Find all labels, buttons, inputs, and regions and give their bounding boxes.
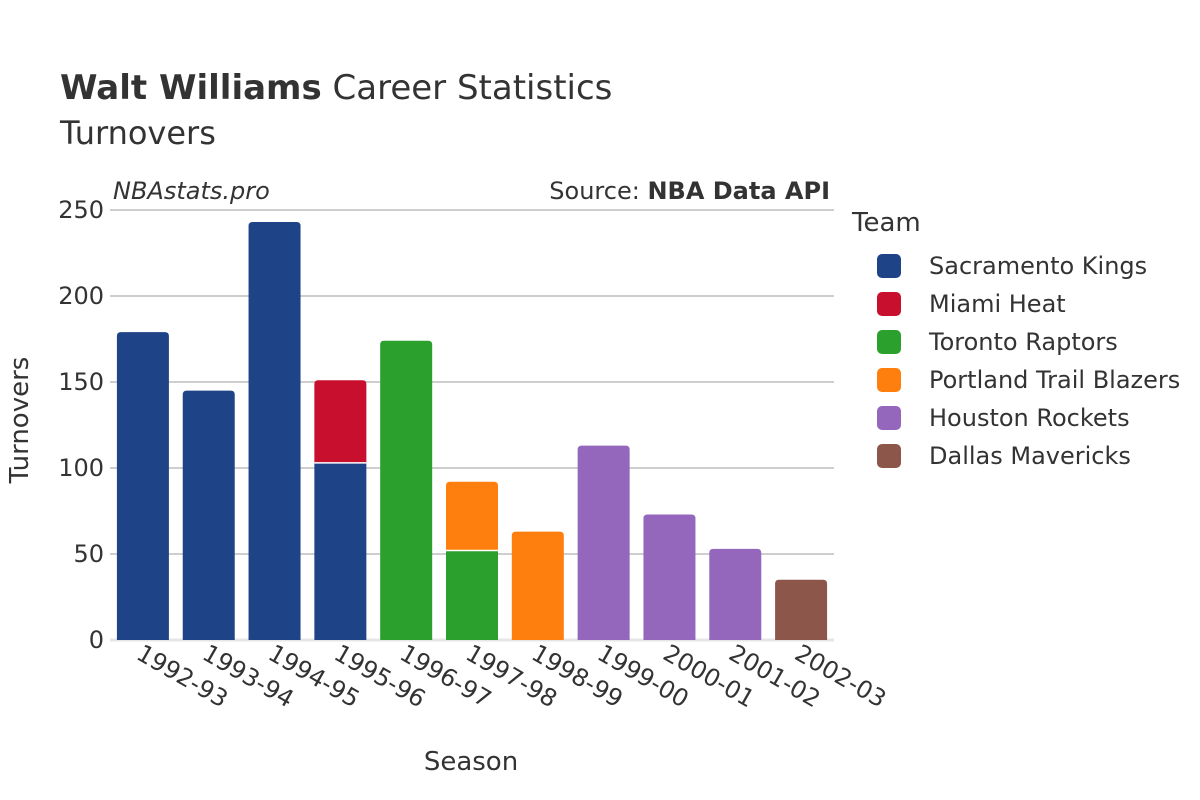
legend-label: Miami Heat <box>929 290 1066 318</box>
x-axis-label: Season <box>424 747 518 777</box>
legend-swatch <box>877 406 901 430</box>
legend-swatch <box>877 254 901 278</box>
bar-1995-96-sacramento-kings <box>314 462 367 640</box>
legend-item-toronto-raptors[interactable]: Toronto Raptors <box>877 323 1180 361</box>
legend-item-portland-trail-blazers[interactable]: Portland Trail Blazers <box>877 361 1180 399</box>
legend-swatch <box>877 368 901 392</box>
y-tick-label: 250 <box>58 196 104 224</box>
bar-1992-93-sacramento-kings <box>116 332 169 640</box>
source-name: NBA Data API <box>647 177 830 205</box>
bar-2002-03-dallas-mavericks <box>775 579 828 640</box>
bar-1994-95-sacramento-kings <box>248 222 301 641</box>
y-axis-ticks: 0 50 100 150 200 250 <box>58 196 104 654</box>
source-prefix: Source: <box>549 177 640 205</box>
bar-2000-01-houston-rockets <box>643 514 696 640</box>
legend-label: Portland Trail Blazers <box>929 366 1181 394</box>
legend: Team Sacramento Kings Miami Heat Toronto R… <box>852 208 1180 475</box>
chart-title-player: Walt Williams <box>60 68 322 108</box>
legend-swatch <box>877 444 901 468</box>
chart-title-rest: Career Statistics <box>332 68 613 108</box>
source-credit: Source: NBA Data API <box>549 177 830 205</box>
bar-1997-98-portland-trail-blazers <box>446 481 498 551</box>
legend-swatch <box>877 292 901 316</box>
legend-items: Sacramento Kings Miami Heat Toronto Raptor… <box>852 247 1180 475</box>
bar-1997-98-toronto-raptors <box>446 550 498 640</box>
bar-1999-00-houston-rockets <box>577 445 630 640</box>
legend-item-houston-rockets[interactable]: Houston Rockets <box>877 399 1180 437</box>
watermark: NBAstats.pro <box>113 177 270 205</box>
legend-swatch <box>877 330 901 354</box>
bar-1996-97-toronto-raptors <box>380 340 433 640</box>
y-axis-label: Turnovers <box>5 357 35 485</box>
legend-label: Houston Rockets <box>929 404 1130 432</box>
chart-title: Walt Williams Career Statistics <box>60 68 612 108</box>
chart-subtitle: Turnovers <box>60 114 216 152</box>
bar-1993-94-sacramento-kings <box>182 390 235 640</box>
legend-item-sacramento-kings[interactable]: Sacramento Kings <box>877 247 1180 285</box>
bar-1998-99-portland-trail-blazers <box>511 531 564 640</box>
bars <box>116 222 828 641</box>
legend-label: Toronto Raptors <box>929 328 1118 356</box>
legend-item-miami-heat[interactable]: Miami Heat <box>877 285 1180 323</box>
y-tick-label: 100 <box>58 454 104 482</box>
bar-2001-02-houston-rockets <box>709 548 762 640</box>
y-tick-label: 50 <box>73 540 104 568</box>
y-tick-label: 0 <box>89 626 104 654</box>
x-axis-ticks: 1992-931993-941994-951995-961996-971997-… <box>132 639 891 713</box>
legend-item-dallas-mavericks[interactable]: Dallas Mavericks <box>877 437 1180 475</box>
legend-label: Dallas Mavericks <box>929 442 1131 470</box>
bar-1995-96-miami-heat <box>314 380 367 463</box>
legend-label: Sacramento Kings <box>929 252 1148 280</box>
y-tick-label: 150 <box>58 368 104 396</box>
legend-title: Team <box>852 208 921 238</box>
y-tick-label: 200 <box>58 282 104 310</box>
